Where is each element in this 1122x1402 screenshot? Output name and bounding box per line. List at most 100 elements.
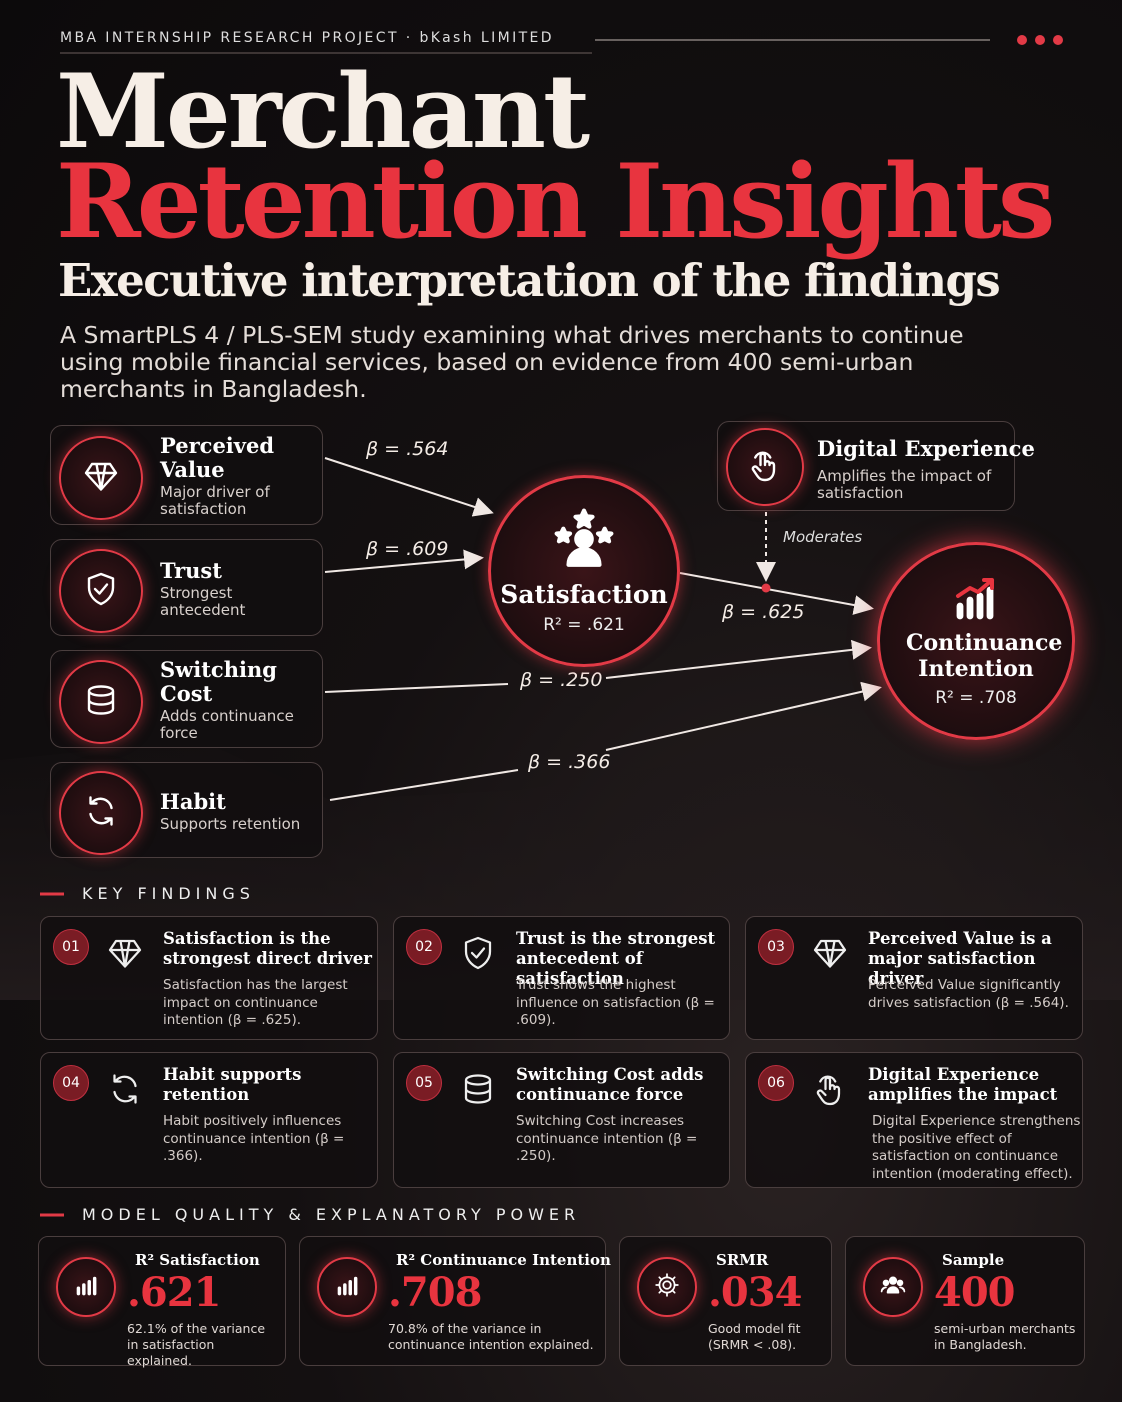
antecedent-box: Switching Cost Adds continuance force	[50, 650, 323, 748]
antecedent-note: Strongest antecedent	[160, 583, 246, 619]
icon	[460, 1071, 496, 1111]
antecedent-note: Major driver of satisfaction	[160, 483, 270, 518]
satisfaction-node: Satisfaction R² = .621	[488, 475, 680, 667]
icon-ring	[317, 1257, 377, 1317]
icon-graphic	[554, 508, 614, 567]
finding-text: Switching Cost increases continuance int…	[516, 1113, 698, 1164]
icon-graphic	[89, 796, 113, 826]
finding-card: 06 Digital Experience amplifies the impac…	[745, 1052, 1083, 1188]
antecedent-name: Switching Cost	[160, 657, 277, 706]
quality-text: semi-urban merchants in Bangladesh.	[934, 1321, 1076, 1352]
icon	[334, 1272, 360, 1302]
icon	[83, 682, 119, 722]
path-coefficient: β = .625	[722, 601, 805, 623]
quality-card: R² Satisfaction .621 62.1% of the variance…	[38, 1236, 286, 1368]
continuance-r2: R² = .708	[935, 688, 1017, 708]
quality-value: .621	[127, 1269, 221, 1316]
quality-card: Sample 400 semi-urban merchants in Banglad…	[845, 1236, 1085, 1366]
quality-value: .708	[388, 1269, 482, 1316]
continuance-name: Continuance Intention	[906, 630, 1063, 682]
path-coefficient: β = .250	[520, 669, 603, 691]
title-line-2: Retention Insights	[56, 142, 1055, 262]
antecedent-text: Switching Cost Adds continuance force	[160, 651, 320, 749]
finding-card: 05 Switching Cost adds continuance force S…	[393, 1052, 730, 1188]
antecedent-note: Adds continuance force	[160, 707, 294, 742]
icon-graphic	[816, 1075, 841, 1106]
description: A SmartPLS 4 / PLS-SEM study examining w…	[60, 321, 964, 403]
quality-text: 70.8% of the variance in continuance int…	[388, 1321, 594, 1352]
antecedent-name: Habit	[160, 788, 226, 814]
icon-graphic	[464, 1074, 492, 1104]
dot	[1053, 35, 1063, 45]
quality-value: 400	[934, 1269, 1015, 1316]
finding-title: Switching Cost adds continuance force	[516, 1065, 704, 1104]
finding-number: 03	[758, 929, 794, 965]
quality-label: SRMR	[716, 1251, 769, 1269]
icon-graphic	[337, 1276, 358, 1296]
finding-number: 06	[758, 1065, 794, 1101]
icon	[460, 935, 496, 975]
path-coefficient: β = .609	[366, 538, 449, 560]
finding-number: 04	[53, 1065, 89, 1101]
icon	[107, 935, 143, 975]
icon-graphic	[84, 462, 118, 491]
icon	[83, 571, 119, 611]
antecedent-box: Trust Strongest antecedent	[50, 539, 323, 636]
antecedent-name: Trust	[160, 557, 222, 583]
icon-ring	[863, 1257, 923, 1317]
title-line-1: Merchant	[56, 52, 590, 172]
icon	[107, 1071, 143, 1111]
finding-title: Habit supports retention	[163, 1065, 302, 1104]
quality-card: R² Continuance Intention .708 70.8% of the…	[299, 1236, 611, 1366]
path-coefficient: β = .366	[528, 751, 611, 773]
quality-text: Good model fit (SRMR < .08).	[708, 1321, 801, 1352]
icon-ring	[59, 771, 143, 855]
section-heading: MODEL QUALITY & EXPLANATORY POWER	[82, 1205, 581, 1224]
finding-title: Trust is the strongest antecedent of sat…	[516, 929, 716, 988]
moderator-name: Digital Experience	[817, 436, 1035, 461]
icon-ring	[637, 1257, 697, 1317]
icon-ring	[59, 436, 143, 520]
icon	[73, 1272, 99, 1302]
antecedent-box: Perceived Value Major driver of satisfact…	[50, 425, 323, 525]
icon	[654, 1272, 680, 1302]
icon	[880, 1272, 906, 1302]
icon-graphic	[751, 451, 776, 482]
quality-text: 62.1% of the variance in satisfaction ex…	[127, 1321, 266, 1368]
icon-ring	[59, 548, 143, 633]
quality-label: R² Continuance Intention	[396, 1251, 611, 1269]
icon	[83, 458, 119, 498]
icon	[747, 447, 783, 487]
quality-card: SRMR .034 Good model fit (SRMR < .08).	[619, 1236, 832, 1366]
icon	[83, 793, 119, 833]
icon	[812, 1071, 848, 1111]
finding-number: 02	[406, 929, 442, 965]
icon-graphic	[108, 939, 142, 968]
antecedent-name: Perceived Value	[160, 433, 275, 482]
finding-card: 04 Habit supports retention Habit positive…	[40, 1052, 378, 1188]
icon-ring	[726, 428, 804, 506]
finding-card: 01 Satisfaction is the strongest direct d…	[40, 916, 378, 1040]
icon-graphic	[956, 578, 994, 620]
finding-text: Digital Experience strengthens the posit…	[872, 1113, 1081, 1182]
satisfaction-r2: R² = .621	[543, 614, 625, 635]
icon-graphic	[87, 572, 115, 605]
dot	[1035, 35, 1045, 45]
section-heading: KEY FINDINGS	[82, 884, 255, 903]
icon-graphic	[113, 1074, 137, 1104]
subtitle: Executive interpretation of the findings	[58, 254, 1001, 307]
continuance-node: Continuance Intention R² = .708	[877, 542, 1075, 740]
antecedent-text: Trust Strongest antecedent	[160, 540, 320, 637]
path-coefficient: β = .564	[366, 438, 449, 460]
icon	[553, 508, 615, 574]
antecedent-note: Supports retention	[160, 814, 301, 833]
finding-title: Satisfaction is the strongest direct dri…	[163, 929, 372, 968]
antecedent-text: Habit Supports retention	[160, 763, 320, 859]
icon-graphic	[880, 1276, 906, 1294]
icon-ring	[59, 660, 143, 744]
finding-text: Satisfaction has the largest impact on c…	[163, 977, 348, 1028]
icon-graphic	[464, 936, 492, 970]
finding-title: Digital Experience amplifies the impact	[868, 1065, 1058, 1104]
icon-graphic	[655, 1273, 679, 1297]
